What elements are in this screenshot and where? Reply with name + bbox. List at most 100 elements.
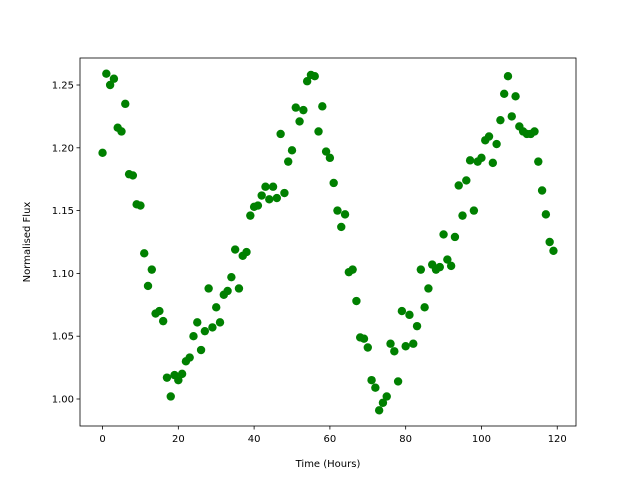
point bbox=[541, 210, 551, 219]
y-tick-label: 1.25 bbox=[52, 81, 74, 92]
point bbox=[136, 201, 145, 210]
point bbox=[102, 69, 111, 78]
point bbox=[477, 153, 486, 163]
point bbox=[158, 316, 168, 326]
point bbox=[443, 255, 452, 264]
y-tick-label: 1.00 bbox=[52, 394, 74, 405]
x-tick-label: 120 bbox=[548, 434, 567, 445]
point bbox=[215, 318, 225, 327]
point bbox=[393, 377, 403, 386]
point bbox=[499, 89, 509, 98]
y-tick-label: 1.20 bbox=[52, 143, 74, 154]
point bbox=[367, 375, 376, 385]
point bbox=[340, 210, 350, 219]
point bbox=[166, 392, 175, 401]
x-tick-label: 60 bbox=[324, 434, 337, 445]
point bbox=[272, 193, 282, 203]
point bbox=[147, 265, 157, 274]
point bbox=[200, 326, 210, 336]
y-tick-label: 1.15 bbox=[52, 206, 74, 217]
point bbox=[363, 343, 372, 352]
point bbox=[284, 157, 293, 166]
point bbox=[299, 105, 308, 115]
point bbox=[276, 129, 285, 139]
point bbox=[412, 321, 422, 331]
x-tick-label: 40 bbox=[248, 434, 261, 445]
point bbox=[424, 284, 433, 293]
point bbox=[545, 237, 554, 247]
point bbox=[174, 375, 183, 385]
point bbox=[435, 262, 444, 272]
point bbox=[212, 303, 221, 312]
point bbox=[352, 296, 361, 306]
point bbox=[189, 331, 198, 341]
x-tick-label: 80 bbox=[399, 434, 412, 445]
point bbox=[371, 383, 380, 392]
point bbox=[185, 353, 194, 362]
point bbox=[280, 188, 289, 198]
point bbox=[401, 342, 410, 351]
point bbox=[496, 115, 505, 125]
point bbox=[374, 406, 384, 415]
point bbox=[458, 211, 467, 220]
point bbox=[261, 182, 270, 191]
point bbox=[196, 345, 206, 355]
point bbox=[246, 211, 255, 220]
point bbox=[268, 182, 278, 191]
point bbox=[450, 232, 460, 242]
point bbox=[143, 281, 153, 291]
point bbox=[488, 158, 498, 168]
point bbox=[98, 148, 107, 158]
point bbox=[109, 74, 119, 83]
point bbox=[534, 157, 543, 166]
point bbox=[128, 171, 138, 180]
point bbox=[386, 339, 395, 348]
point bbox=[420, 303, 429, 312]
point bbox=[242, 247, 251, 257]
y-axis-label: Normalised Flux bbox=[22, 202, 33, 283]
point bbox=[503, 72, 513, 81]
point bbox=[405, 310, 414, 320]
point bbox=[287, 146, 297, 155]
point bbox=[484, 132, 494, 141]
point bbox=[234, 284, 244, 293]
point bbox=[337, 222, 346, 232]
point bbox=[302, 77, 312, 86]
point bbox=[530, 127, 539, 136]
point bbox=[177, 369, 187, 379]
point bbox=[155, 306, 164, 316]
x-tick-label: 0 bbox=[99, 434, 105, 445]
point bbox=[382, 392, 391, 401]
point bbox=[454, 181, 463, 190]
point bbox=[208, 323, 217, 332]
y-tick-label: 1.10 bbox=[52, 269, 74, 280]
point bbox=[140, 249, 149, 258]
point bbox=[121, 99, 130, 109]
point bbox=[469, 206, 479, 215]
point bbox=[439, 230, 448, 239]
point bbox=[162, 373, 172, 382]
point bbox=[492, 139, 501, 149]
point bbox=[416, 265, 426, 274]
point bbox=[325, 153, 335, 163]
point bbox=[204, 284, 213, 293]
point bbox=[511, 92, 520, 101]
point bbox=[295, 117, 304, 126]
point bbox=[409, 339, 418, 348]
point bbox=[310, 72, 319, 81]
point bbox=[314, 127, 323, 136]
x-axis-label: Time (Hours) bbox=[295, 459, 361, 470]
point bbox=[462, 176, 471, 185]
point bbox=[230, 245, 240, 254]
point bbox=[333, 206, 342, 215]
point bbox=[390, 347, 399, 356]
axes-frame bbox=[79, 57, 577, 427]
point bbox=[359, 334, 369, 343]
point bbox=[223, 286, 232, 296]
point bbox=[193, 318, 202, 327]
point bbox=[257, 191, 266, 200]
y-tick-label: 1.05 bbox=[52, 332, 74, 343]
point bbox=[378, 398, 388, 407]
